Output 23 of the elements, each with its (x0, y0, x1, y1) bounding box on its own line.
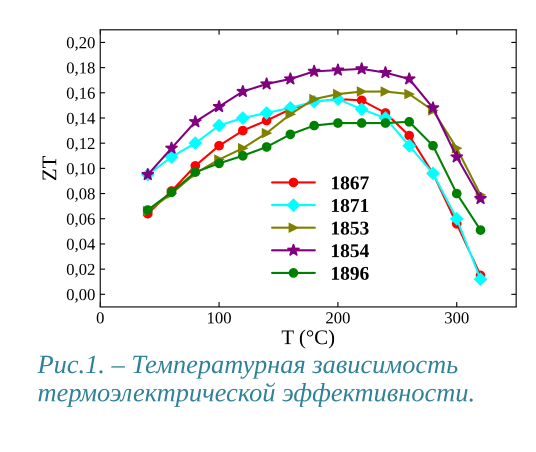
y-tick-label: 0,14 (66, 112, 96, 126)
y-tick-label: 0,16 (66, 88, 95, 102)
y-tick-label: 0,00 (66, 289, 95, 303)
legend-label: 1853 (332, 222, 369, 235)
y-tick-label: 0,20 (66, 37, 95, 51)
x-tick-label: 100 (208, 312, 231, 324)
x-tick-label: 200 (326, 312, 350, 324)
y-tick-label: 0,12 (66, 138, 94, 152)
legend-label: 1867 (332, 176, 369, 190)
legend-label: 1871 (332, 198, 368, 212)
x-tick-label: 0 (96, 312, 104, 324)
y-tick-label: 0,04 (66, 238, 96, 252)
y-tick-label: 0,06 (66, 213, 95, 228)
x-axis-title: T (°C) (282, 330, 334, 349)
y-axis-title: ZT (42, 156, 56, 180)
legend-label: 1854 (332, 244, 369, 258)
x-tick-label: 300 (445, 312, 469, 324)
legend-label: 1896 (332, 266, 369, 280)
y-tick-label: 0,18 (66, 62, 95, 76)
y-tick-label: 0,08 (66, 188, 95, 202)
y-tick-label: 0,10 (66, 163, 95, 177)
text: Рис.1. – Температурная зависимость термоэлектрической эффективности. (37, 356, 473, 407)
y-tick-label: 0,02 (66, 264, 94, 278)
